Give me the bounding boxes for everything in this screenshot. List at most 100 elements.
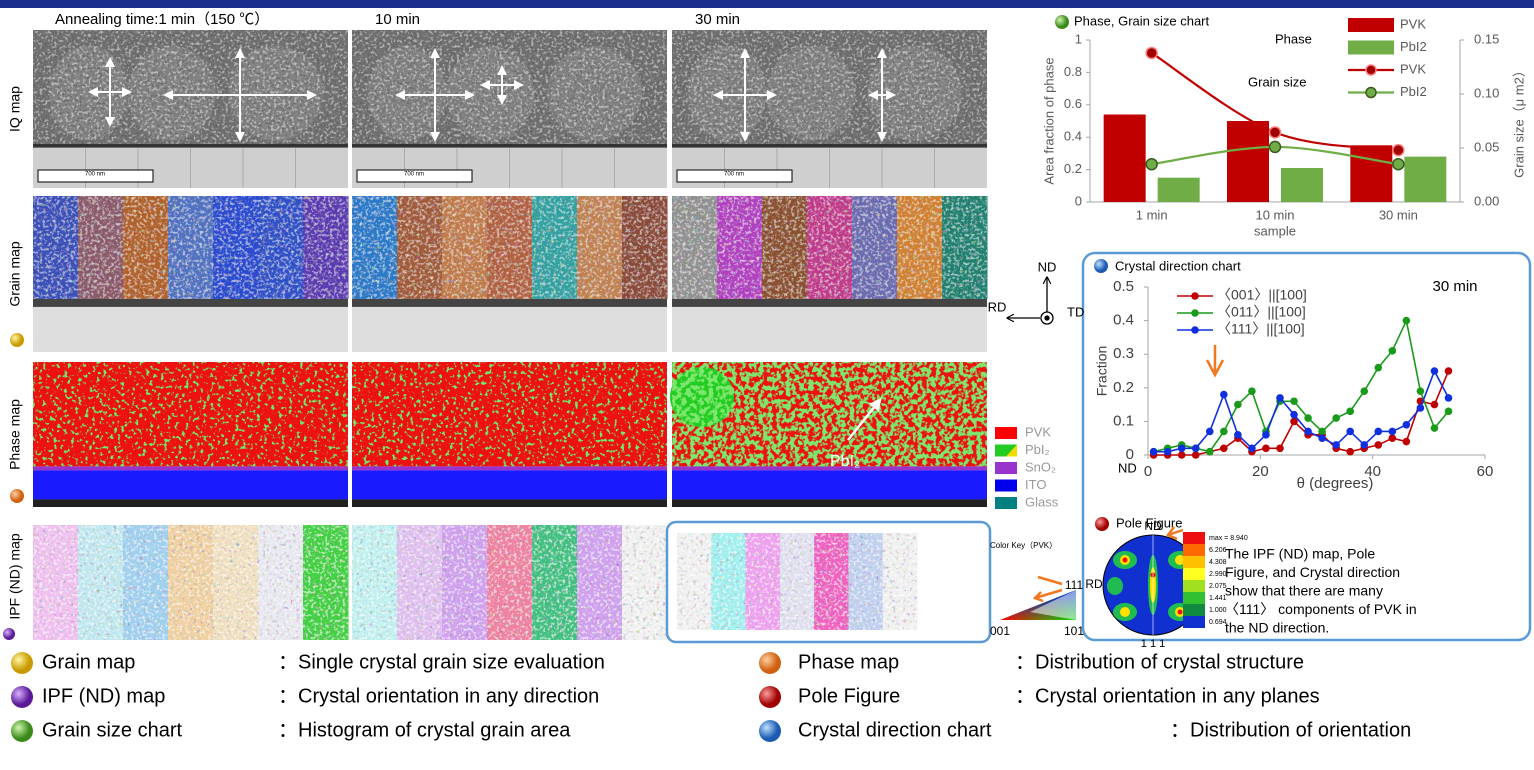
pole-scale-label: 0.694 (1209, 619, 1227, 626)
y-tick-label: 0.1 (1113, 412, 1134, 429)
phase-swatch (995, 480, 1017, 492)
nd-label: ND (1038, 259, 1057, 274)
marker (1248, 444, 1256, 452)
legend-description: ：Distribution of orientation (1170, 719, 1411, 741)
x-axis-title: sample (1254, 223, 1296, 238)
pbi2-annotation: PbI₂ (830, 453, 860, 470)
description-line: The IPF (ND) map, Pole (1225, 546, 1375, 562)
grain-interface (672, 299, 987, 307)
phase-sno2 (33, 466, 348, 470)
legend-label: 〈111〉||[100] (1217, 321, 1305, 337)
phase-glass (672, 499, 987, 507)
marker (1374, 364, 1382, 372)
column-header: 30 min (695, 11, 740, 28)
legend-group-label: Phase (1275, 31, 1312, 46)
phase-swatch (995, 462, 1017, 474)
marker (1445, 394, 1453, 402)
phase-pbi2 (352, 362, 667, 466)
y2-tick-label: 0.00 (1474, 193, 1499, 208)
marker (1262, 431, 1270, 439)
iq-texture (33, 30, 348, 144)
grain-interface (33, 299, 348, 307)
grain-texture (352, 196, 667, 299)
marker (1270, 127, 1281, 138)
legend-term: IPF (ND) map (42, 685, 165, 707)
y2-axis-title: Grain size（μ m2） (1511, 64, 1526, 178)
y-tick-label: 0.6 (1064, 96, 1082, 111)
ipf-texture (352, 525, 667, 640)
y-tick-label: 0.3 (1113, 345, 1134, 362)
phase-ito (672, 470, 987, 499)
figure: 700 nm700 nm700 nm ND RD TD Color Key（PV… (0, 0, 1534, 770)
legend-term: Grain map (42, 651, 135, 673)
description-line: Figure, and Crystal direction (1225, 564, 1400, 580)
marker (1150, 448, 1158, 456)
y2-tick-label: 0.05 (1474, 139, 1499, 154)
marker (1417, 404, 1425, 412)
pole-scale-label: 1.441 (1209, 595, 1227, 602)
pole-scale-label: 6.206 (1209, 547, 1227, 554)
rd-label: RD (988, 299, 1007, 314)
grain-texture (33, 196, 348, 299)
marker (1178, 444, 1186, 452)
legend-swatch (1366, 65, 1376, 75)
legend-label: 〈001〉||[100] (1217, 287, 1307, 303)
peak-arrow (1207, 345, 1223, 375)
micrograph-panels: 700 nm700 nm700 nm (33, 30, 988, 640)
phase-glass (33, 499, 348, 507)
y-tick-label: 0.2 (1064, 161, 1082, 176)
marker (1276, 444, 1284, 452)
marker (1146, 47, 1157, 58)
marker (1318, 434, 1326, 442)
x-tick-label: 60 (1477, 463, 1494, 480)
pole-scale-swatch (1183, 568, 1205, 580)
phase-glass (352, 499, 667, 507)
marker (1290, 397, 1298, 405)
marker (1403, 421, 1411, 429)
pole-scale-swatch (1183, 592, 1205, 604)
marker (1192, 451, 1200, 459)
pole-scale-swatch (1183, 604, 1205, 616)
legend-swatch (1348, 18, 1394, 32)
scale-bar-label: 700 nm (85, 172, 105, 178)
legend-swatch (1366, 88, 1376, 98)
marker (1431, 424, 1439, 432)
marker (1346, 428, 1354, 436)
pole-scale-swatch (1183, 544, 1205, 556)
scale-bar-label: 700 nm (724, 172, 744, 178)
description: The IPF (ND) map, Pole Figure, and Crysta… (1225, 546, 1417, 636)
legend-term: Pole Figure (798, 685, 900, 707)
y-axis-title: Area fraction of phase (1041, 57, 1056, 184)
grain-substrate (33, 307, 348, 352)
pole-scale-label: 1.000 (1209, 607, 1227, 614)
legend-swatch (1191, 309, 1199, 317)
grain-interface (352, 299, 667, 307)
pole-plane: 1 1 1 (1141, 638, 1165, 650)
legend-label: PbI2 (1400, 84, 1427, 99)
marker (1346, 448, 1354, 456)
pole-bullet (1095, 517, 1109, 531)
legend-label: PVK (1400, 61, 1426, 76)
legend-swatch (1191, 326, 1199, 334)
legend-swatch (1191, 292, 1199, 300)
legend-bullet (759, 720, 781, 742)
chart-bullet (1094, 259, 1108, 273)
bar (1350, 145, 1392, 202)
y-tick-label: 0.8 (1064, 64, 1082, 79)
y-tick-label: 0.5 (1113, 278, 1134, 295)
x-tick-label: 10 min (1255, 207, 1294, 222)
pole-scale-swatch (1183, 616, 1205, 628)
phase-pbi2 (33, 362, 348, 466)
legend-swatch (1348, 41, 1394, 55)
row-label: IQ map (7, 86, 23, 132)
marker (1332, 441, 1340, 449)
row-bullet (3, 628, 15, 640)
pole-nd: ND (1144, 519, 1162, 533)
marker (1192, 444, 1200, 452)
marker (1304, 428, 1312, 436)
td-label: TD (1067, 304, 1084, 319)
marker (1318, 428, 1326, 436)
marker (1389, 347, 1397, 355)
legend-label: 〈011〉||[100] (1217, 304, 1306, 320)
marker (1403, 438, 1411, 446)
